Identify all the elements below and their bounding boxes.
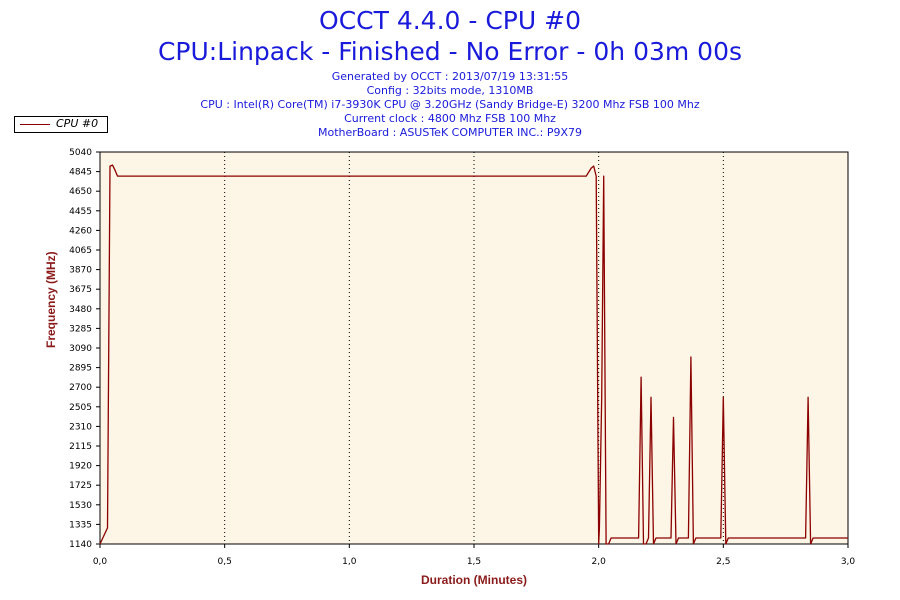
- y-tick-label: 1530: [69, 501, 92, 511]
- y-tick-label: 1920: [69, 462, 92, 472]
- y-tick-label: 4065: [69, 246, 92, 256]
- plot-frame: [99, 151, 849, 545]
- y-tick-label: 2700: [69, 383, 92, 393]
- info-motherboard: MotherBoard : ASUSTeK COMPUTER INC.: P9X…: [317, 126, 583, 139]
- y-tick-label: 2115: [69, 442, 92, 452]
- y-tick-label: 2310: [69, 422, 92, 432]
- x-tick-label: 0,5: [218, 557, 232, 567]
- y-tick-label: 3285: [69, 324, 92, 334]
- y-tick-label: 4650: [69, 187, 92, 197]
- y-tick-label: 2895: [69, 364, 92, 374]
- y-tick-label: 1335: [69, 520, 92, 530]
- y-tick-label: 3870: [69, 266, 92, 276]
- info-clock: Current clock : 4800 Mhz FSB 100 Mhz: [344, 112, 556, 125]
- y-tick-label: 2505: [69, 403, 92, 413]
- y-tick-label: 3480: [69, 305, 92, 315]
- y-tick-label: 4260: [69, 226, 92, 236]
- x-tick-label: 1,5: [467, 557, 481, 567]
- x-tick-label: 2,5: [716, 557, 730, 567]
- x-tick-label: 0,0: [93, 557, 108, 567]
- y-tick-label: 3675: [69, 285, 92, 295]
- x-tick-label: 3,0: [841, 557, 856, 567]
- x-tick-label: 1,0: [342, 557, 357, 567]
- y-axis-label: Frequency (MHz): [44, 251, 58, 348]
- y-tick-label: 5040: [69, 148, 92, 158]
- info-generated: Generated by OCCT : 2013/07/19 13:31:55: [331, 70, 569, 83]
- y-tick-label: 4845: [69, 168, 92, 178]
- series-line-cpu0: [99, 164, 848, 545]
- legend-swatch: [20, 124, 50, 125]
- legend-label: CPU #0: [56, 117, 99, 130]
- y-tick-label: 1140: [69, 540, 92, 550]
- x-tick-label: 2,0: [592, 557, 607, 567]
- y-tick-label: 4455: [69, 207, 92, 217]
- legend: CPU #0: [14, 116, 108, 133]
- info-cpu: CPU : Intel(R) Core(TM) i7-3930K CPU @ 3…: [200, 98, 700, 111]
- info-config: Config : 32bits mode, 1310MB: [366, 84, 534, 97]
- y-tick-label: 3090: [69, 344, 92, 354]
- x-axis-label: Duration (Minutes): [421, 573, 527, 587]
- chart-subtitle: CPU:Linpack - Finished - No Error - 0h 0…: [157, 37, 743, 66]
- y-tick-label: 1725: [69, 481, 92, 491]
- chart-title: OCCT 4.4.0 - CPU #0: [319, 6, 581, 35]
